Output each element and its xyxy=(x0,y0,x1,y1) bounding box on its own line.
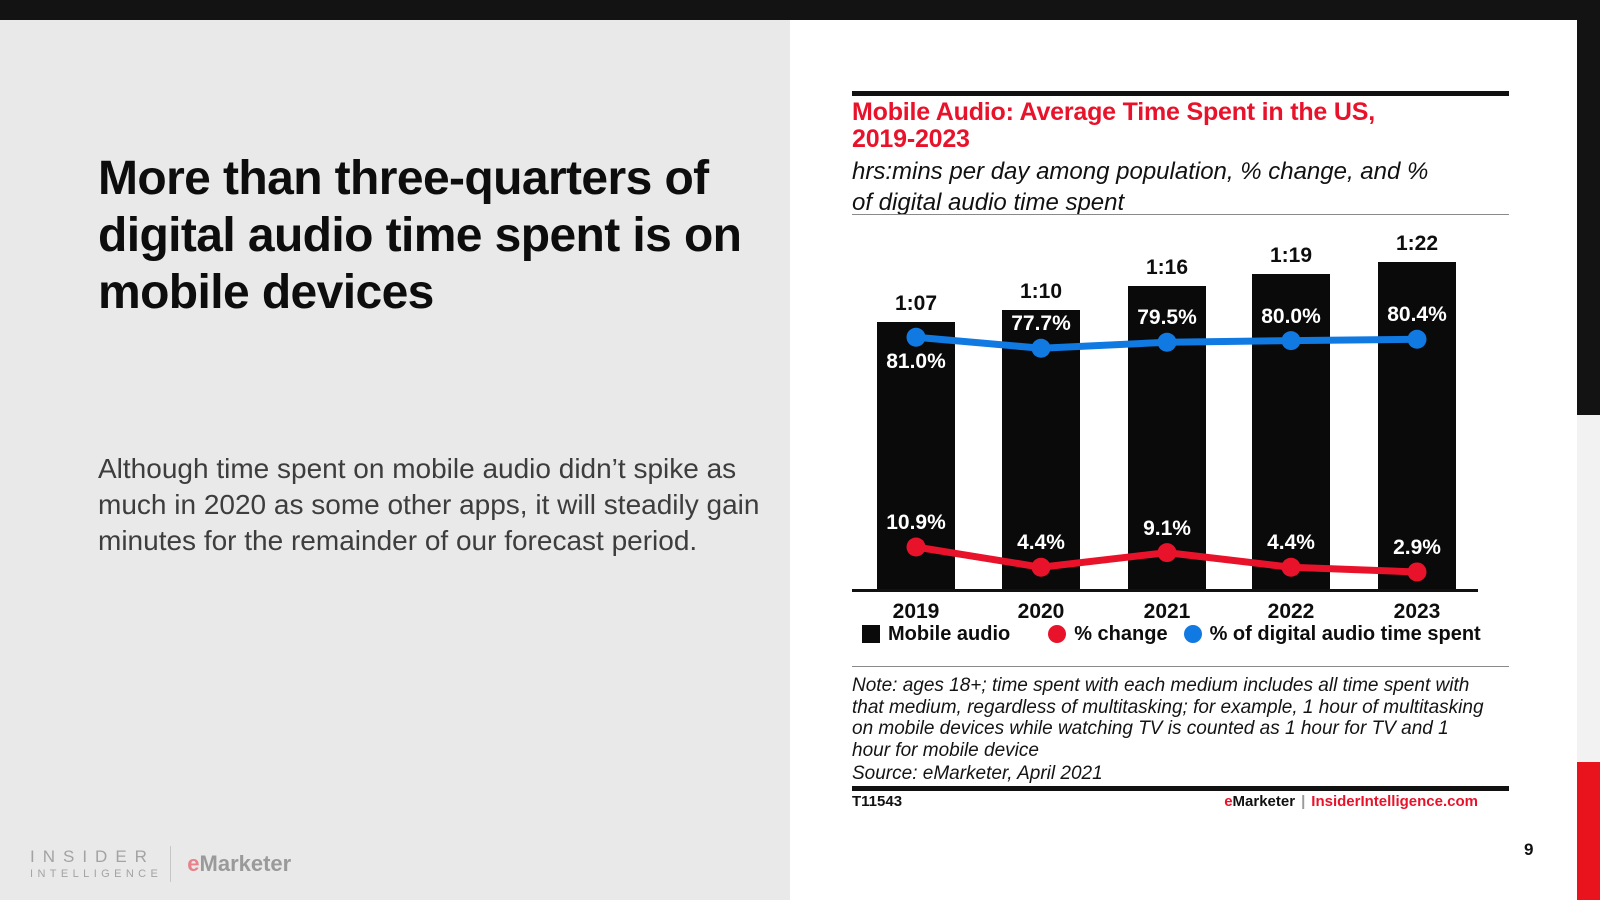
insider-intelligence-logo: INSIDER INTELLIGENCE xyxy=(30,847,162,881)
bar-value-2023: 1:22 xyxy=(1395,231,1439,255)
legend-mobile-audio: Mobile audio xyxy=(862,623,1010,646)
chart-subtitle-rule xyxy=(852,214,1509,215)
bar-chart: 1:07 2019 1:10 2020 1:16 2021 1:19 2022 1:22 2023… xyxy=(852,230,1478,644)
page-number: 9 xyxy=(1524,840,1534,859)
bar-value-2019: 1:07 xyxy=(894,291,938,315)
chart-top-rule xyxy=(852,91,1509,96)
chart-legend: Mobile audio % change % of digital audio t… xyxy=(852,620,1481,648)
x-label-2020: 2020 xyxy=(1017,600,1065,623)
right-edge-gray-strip xyxy=(1577,415,1600,762)
chart-bottom-rule xyxy=(852,786,1509,791)
chart-title-line2: 2019-2023 xyxy=(852,125,970,153)
pct-change-label-2022: 4.4% xyxy=(1267,531,1315,555)
pct-change-label-2019: 10.9% xyxy=(886,510,946,534)
top-accent-bar xyxy=(0,0,1600,20)
pct-change-label-2023: 2.9% xyxy=(1393,535,1441,559)
insider-logo-line1: INSIDER xyxy=(30,847,155,866)
footer-brand-e: e xyxy=(1224,793,1233,810)
digital-share-label-2023: 80.4% xyxy=(1387,303,1447,327)
legend-dot-icon xyxy=(1048,625,1067,643)
chart-title: Mobile Audio: Average Time Spent in the … xyxy=(852,99,1375,153)
insider-logo-line2: INTELLIGENCE xyxy=(30,868,163,880)
digital-share-label-2020: 77.7% xyxy=(1011,312,1071,336)
bar-value-2022: 1:19 xyxy=(1269,243,1313,267)
emarketer-logo-e: e xyxy=(187,851,200,876)
bar-value-2020: 1:10 xyxy=(1019,279,1063,303)
legend-digital-share: % of digital audio time spent xyxy=(1183,622,1481,646)
x-label-2023: 2023 xyxy=(1393,600,1441,623)
bar-2023 xyxy=(1378,261,1456,592)
x-label-2022: 2022 xyxy=(1267,600,1315,623)
footer-brand: eMarketer | InsiderIntelligence.com xyxy=(1224,793,1478,810)
right-edge-red-strip xyxy=(1577,762,1600,900)
insider-intelligence-link[interactable]: InsiderIntelligence.com xyxy=(1311,793,1478,810)
x-label-2021: 2021 xyxy=(1143,600,1191,623)
legend-pct-change: % change xyxy=(1048,622,1168,646)
chart-source: Source: eMarketer, April 2021 xyxy=(852,763,1103,784)
legend-pct-change-label: % change xyxy=(1074,622,1168,645)
emarketer-logo-rest: Marketer xyxy=(199,851,292,876)
note-divider-rule xyxy=(852,666,1509,667)
slide-headline: More than three-quarters of digital audi… xyxy=(98,152,742,319)
bar-2022 xyxy=(1252,273,1330,592)
x-axis xyxy=(852,589,1478,592)
legend-mobile-audio-label: Mobile audio xyxy=(888,622,1011,645)
pct-change-label-2020: 4.4% xyxy=(1017,531,1065,555)
logo-divider xyxy=(170,846,172,882)
chart-id: T11543 xyxy=(852,793,903,810)
left-panel: More than three-quarters of digital audi… xyxy=(0,20,790,900)
slide-body-text: Although time spent on mobile audio didn… xyxy=(98,453,760,556)
emarketer-logo: eMarketer xyxy=(187,851,291,877)
chart-note: Note: ages 18+; time spent with each med… xyxy=(852,675,1484,761)
legend-dot-icon xyxy=(1183,625,1202,643)
footer-brand-separator: | xyxy=(1301,793,1306,810)
footer-brand-rest: Marketer xyxy=(1232,793,1296,810)
digital-share-label-2019: 81.0% xyxy=(886,350,946,374)
bar-value-2021: 1:16 xyxy=(1145,255,1189,279)
brand-footer: INSIDER INTELLIGENCE eMarketer xyxy=(30,846,291,882)
chart-subtitle: hrs:mins per day among population, % cha… xyxy=(852,158,1429,216)
x-label-2019: 2019 xyxy=(892,600,940,623)
pct-change-label-2021: 9.1% xyxy=(1143,516,1191,540)
legend-square-icon xyxy=(862,625,880,643)
chart-title-line1: Mobile Audio: Average Time Spent in the … xyxy=(852,98,1375,126)
chart-panel: Mobile Audio: Average Time Spent in the … xyxy=(852,0,1509,900)
digital-share-label-2021: 79.5% xyxy=(1137,306,1197,330)
legend-digital-share-label: % of digital audio time spent xyxy=(1209,622,1481,645)
trend-lines xyxy=(906,327,1427,582)
right-edge-black-strip xyxy=(1577,0,1600,415)
digital-share-label-2022: 80.0% xyxy=(1261,304,1321,328)
